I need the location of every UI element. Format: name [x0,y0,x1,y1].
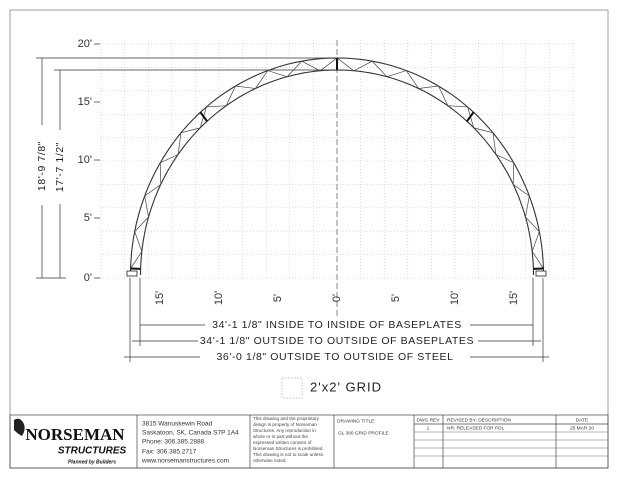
y-label: 15' [78,96,92,108]
col-header: DATE [576,417,588,423]
drawing-title-label: DRAWING TITLE: [337,418,376,424]
notice-line: whole or in part without the [253,434,308,439]
title-block [9,414,609,469]
notice-line: otherwise noted. [253,458,287,463]
x-label: 5' [390,294,402,302]
address-line: Phone: 306.385.2888 [142,439,205,446]
grid-legend: 2'x2' GRID [310,379,382,394]
address-line: Fax: 306.385.2717 [142,449,197,456]
height-dimensions [36,57,337,279]
rev-cell: 25 MAR 20 [570,425,594,431]
x-label: 10' [213,291,225,305]
label-bg [35,125,49,205]
col-header: DWG REV [417,417,441,423]
sheet-border [9,9,609,469]
label-bg [198,334,478,348]
x-label: 10' [449,291,461,305]
address-line: Saskatoon, SK, Canada S7P 1A4 [142,430,239,437]
y-label: 0' [84,272,92,284]
logo-sub: STRUCTURES [58,446,127,457]
rev-cell: NR: RELEASED FOR PDL [447,425,505,431]
x-label: 0' [331,294,343,302]
splice-plate [466,111,475,122]
y-label: 20' [78,38,92,50]
dimension-label: 34'-1 1/8" INSIDE TO INSIDE OF BASEPLATE… [212,319,462,331]
logo-icon [14,418,25,436]
drawing-title: GL 380 GRID PROFILE [338,430,389,436]
title-block-frame [9,414,609,469]
address-line: www.norsemanstructures.com [141,458,229,465]
y-ticks [94,43,100,279]
col-header: REVISED BY: DESCRIPTION [447,417,512,423]
notice-line: This drawing is not to scale unless [253,452,324,457]
label-bg [53,130,67,204]
grid [100,40,576,318]
y-label: 10' [78,154,92,166]
arch-truss [126,57,547,277]
dimension-label: 36'-0 1/8" OUTSIDE TO OUTSIDE OF STEEL [216,351,453,363]
overall-height: 18'-9 7/8" [36,141,48,191]
address-line: 3815 Wanuskewin Road [142,421,213,428]
y-label: 5' [84,212,92,224]
logo-name: NORSEMAN [25,425,125,444]
splice-plate [199,111,208,122]
x-label: 15' [154,291,166,305]
notice-line: Norseman Structures is prohibited. [253,446,324,451]
baseplate [126,270,138,277]
grid-swatch [281,377,303,399]
logo-tagline: Planned by Builders [68,459,116,465]
inside-height: 17'-7 1/2" [54,142,66,192]
x-label: 5' [272,294,284,302]
label-bg [200,350,470,364]
notice-line: expressed written consent of [253,440,312,445]
label-bg [205,318,470,332]
x-label: 15' [508,291,520,305]
dimension-label: 34'-1 1/8" OUTSIDE TO OUTSIDE OF BASEPLA… [200,335,474,347]
notice-line: design is property of Norseman [253,422,317,427]
notice-line: Structures. Any reproduction in [253,428,316,433]
inner-chord [139,69,535,276]
notice-line: This drawing and the proprietary [253,416,320,421]
baseplate [535,270,547,277]
rev-cell: 1 [427,425,430,431]
